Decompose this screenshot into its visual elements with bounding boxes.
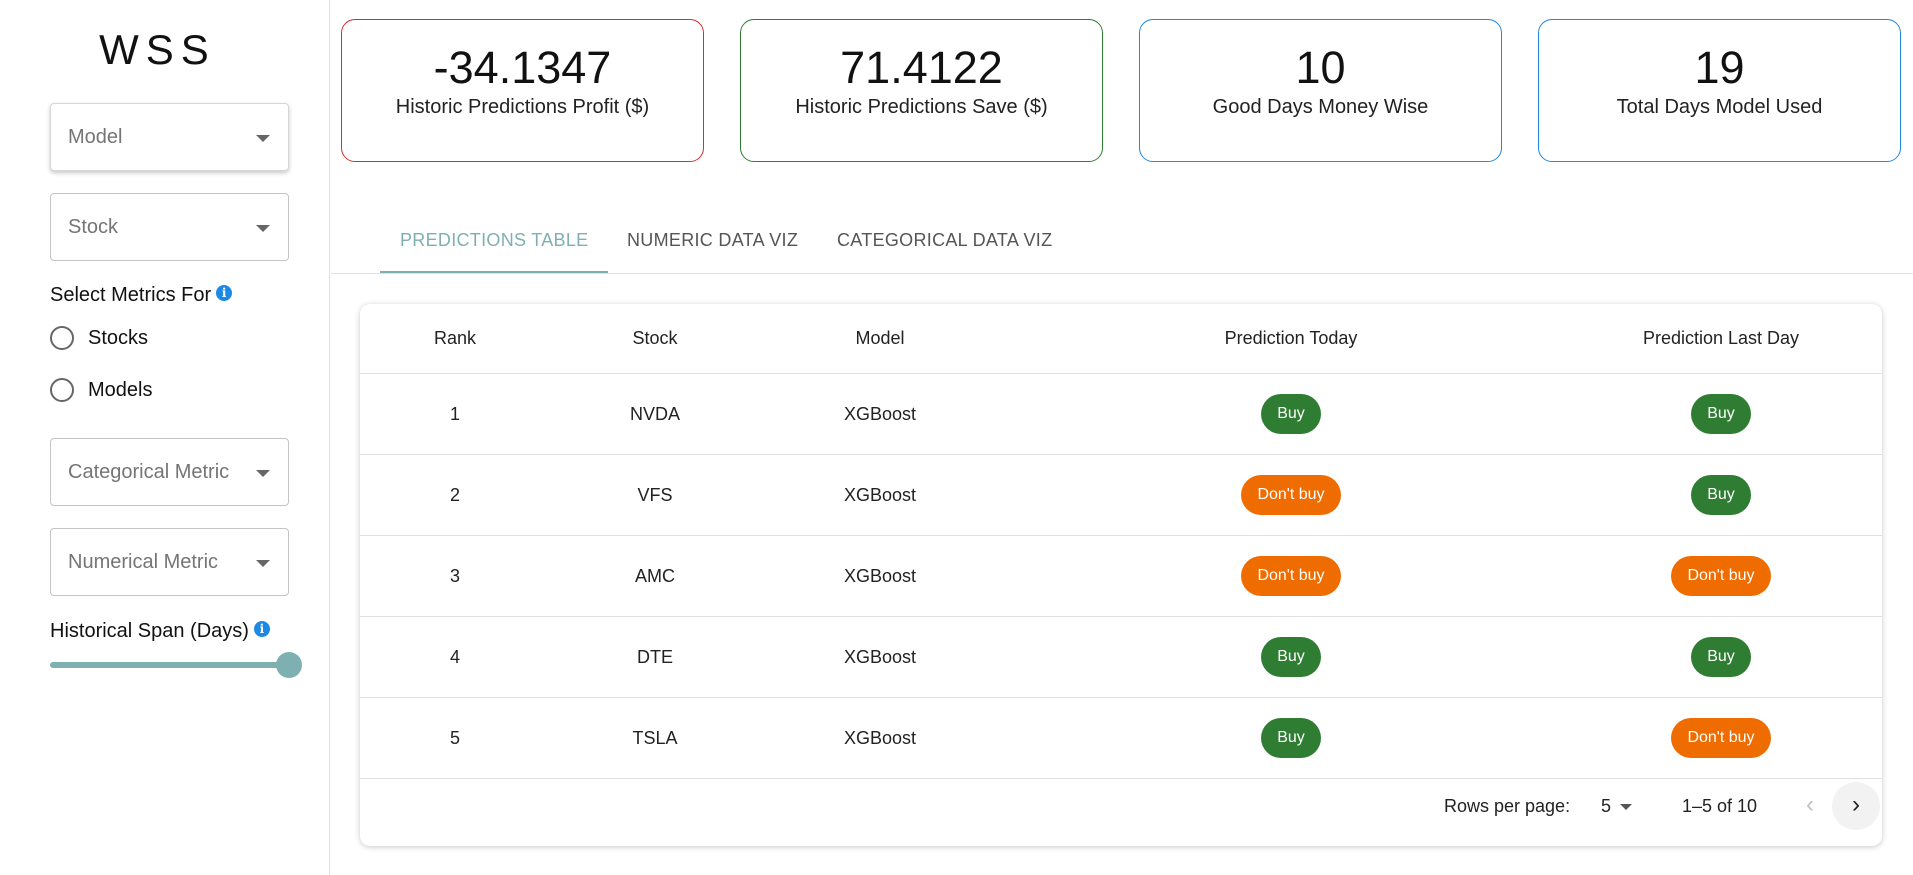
cell-rank: 4 (449, 646, 460, 667)
cell-prediction-today: Buy (1141, 617, 1441, 697)
header-model[interactable]: Model (855, 328, 905, 348)
info-icon[interactable]: i (216, 285, 233, 301)
cell-prediction-last-day: Buy (1571, 374, 1871, 454)
prediction-chip: Don't buy (1241, 556, 1341, 596)
cell-model: XGBoost (843, 484, 917, 505)
tab-numeric-data-viz[interactable]: NUMERIC DATA VIZ (627, 230, 799, 250)
app-logo: WSS (99, 26, 216, 73)
stat-value: 19 (1694, 42, 1745, 93)
cell-model: XGBoost (843, 565, 917, 586)
stock-select-placeholder: Stock (68, 216, 119, 238)
table-row: 2 VFS XGBoost Don't buy Buy (360, 455, 1882, 536)
chevron-left-icon[interactable]: ‹ (1806, 791, 1814, 818)
header-stock[interactable]: Stock (632, 328, 678, 348)
radio-stocks-label: Stocks (88, 326, 149, 349)
stat-card-save: 71.4122 Historic Predictions Save ($) (740, 19, 1103, 162)
model-select-placeholder: Model (68, 126, 123, 148)
stat-card-profit: -34.1347 Historic Predictions Profit ($) (341, 19, 704, 162)
categorical-metric-select[interactable]: Categorical Metric (50, 438, 289, 506)
cell-prediction-today: Buy (1141, 374, 1441, 454)
stat-value: -34.1347 (433, 42, 612, 93)
table-row: 4 DTE XGBoost Buy Buy (360, 617, 1882, 698)
cell-prediction-today: Don't buy (1141, 536, 1441, 616)
radio-circle[interactable] (50, 378, 74, 402)
cell-prediction-last-day: Buy (1571, 455, 1871, 535)
cell-prediction-today: Buy (1141, 698, 1441, 778)
categorical-metric-placeholder: Categorical Metric (68, 461, 230, 483)
header-prediction-today[interactable]: Prediction Today (1224, 328, 1358, 348)
stat-label: Historic Predictions Profit ($) (395, 96, 650, 118)
prediction-chip: Don't buy (1671, 718, 1771, 758)
cell-model: XGBoost (843, 727, 917, 748)
stat-label: Historic Predictions Save ($) (795, 96, 1048, 118)
model-select[interactable]: Model (50, 103, 289, 171)
cell-stock: TSLA (632, 727, 678, 748)
prediction-chip: Buy (1691, 475, 1751, 515)
chevron-down-icon (256, 225, 270, 232)
cell-prediction-last-day: Don't buy (1571, 698, 1871, 778)
cell-model: XGBoost (843, 403, 917, 424)
historical-span-slider[interactable] (50, 662, 290, 668)
cell-stock: DTE (637, 646, 673, 667)
stat-value: 71.4122 (840, 42, 1003, 93)
cell-prediction-today: Don't buy (1141, 455, 1441, 535)
radio-models-label: Models (88, 378, 153, 401)
tabs-divider (331, 273, 1913, 274)
table-row: 3 AMC XGBoost Don't buy Don't buy (360, 536, 1882, 617)
prediction-chip: Buy (1261, 394, 1321, 434)
table-pagination: Rows per page: 5 1–5 of 10 ‹ › (360, 766, 1882, 846)
cell-rank: 5 (449, 727, 460, 748)
stat-card-total-days: 19 Total Days Model Used (1538, 19, 1901, 162)
cell-stock: VFS (637, 484, 673, 505)
cell-stock: AMC (635, 565, 675, 586)
cell-rank: 3 (449, 565, 460, 586)
numerical-metric-placeholder: Numerical Metric (68, 551, 219, 573)
cell-rank: 2 (449, 484, 460, 505)
table-header-row: Rank Stock Model Prediction Today Predic… (360, 304, 1882, 374)
table-row: 1 NVDA XGBoost Buy Buy (360, 374, 1882, 455)
tab-predictions-table[interactable]: PREDICTIONS TABLE (400, 230, 589, 250)
chevron-right-icon[interactable]: › (1832, 782, 1880, 830)
stat-label: Good Days Money Wise (1212, 96, 1429, 118)
sidebar: WSS Model Stock Select Metrics For i Stoc… (0, 0, 330, 875)
chevron-down-icon (256, 560, 270, 567)
chevron-down-icon[interactable] (1620, 804, 1632, 810)
table-row: 5 TSLA XGBoost Buy Don't buy (360, 698, 1882, 779)
stock-select[interactable]: Stock (50, 193, 289, 261)
chevron-down-icon (256, 470, 270, 477)
cell-prediction-last-day: Don't buy (1571, 536, 1871, 616)
historical-span-text: Historical Span (Days) (50, 620, 249, 642)
header-rank[interactable]: Rank (433, 328, 477, 348)
prediction-chip: Don't buy (1241, 475, 1341, 515)
prediction-chip: Buy (1261, 637, 1321, 677)
chevron-down-icon (256, 135, 270, 142)
slider-thumb[interactable] (276, 652, 302, 678)
radio-stocks[interactable]: Stocks (50, 326, 148, 350)
numerical-metric-select[interactable]: Numerical Metric (50, 528, 289, 596)
rows-per-page-select[interactable]: 5 (1601, 796, 1612, 816)
cell-stock: NVDA (629, 403, 680, 424)
active-tab-indicator (380, 271, 608, 273)
radio-models[interactable]: Models (50, 378, 152, 402)
prediction-chip: Buy (1691, 394, 1751, 434)
metrics-section-label: Select Metrics For i (50, 284, 233, 307)
info-icon[interactable]: i (253, 621, 270, 637)
stat-label: Total Days Model Used (1616, 96, 1823, 118)
header-prediction-last-day[interactable]: Prediction Last Day (1642, 328, 1800, 348)
metrics-label-text: Select Metrics For (50, 284, 212, 306)
rows-per-page-label: Rows per page: (1444, 796, 1571, 816)
radio-circle[interactable] (50, 326, 74, 350)
prediction-chip: Buy (1261, 718, 1321, 758)
predictions-table: Rank Stock Model Prediction Today Predic… (360, 304, 1882, 846)
stat-value: 10 (1295, 42, 1346, 93)
prediction-chip: Don't buy (1671, 556, 1771, 596)
cell-model: XGBoost (843, 646, 917, 667)
pagination-range: 1–5 of 10 (1682, 796, 1758, 816)
prediction-chip: Buy (1691, 637, 1751, 677)
historical-span-label: Historical Span (Days) i (50, 620, 270, 643)
cell-prediction-last-day: Buy (1571, 617, 1871, 697)
cell-rank: 1 (449, 403, 460, 424)
tab-categorical-data-viz[interactable]: CATEGORICAL DATA VIZ (837, 230, 1053, 250)
stat-card-good-days: 10 Good Days Money Wise (1139, 19, 1502, 162)
